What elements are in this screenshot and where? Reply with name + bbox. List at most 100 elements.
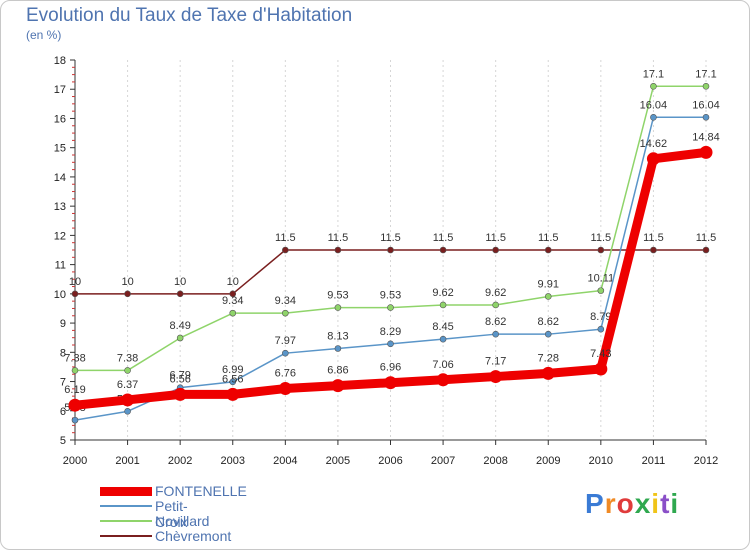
- data-label: 11.5: [696, 232, 717, 244]
- x-tick-label: 2011: [642, 455, 666, 467]
- x-tick-label: 2001: [115, 455, 139, 467]
- data-label: 10: [121, 276, 133, 288]
- data-label: 11.5: [591, 232, 612, 244]
- data-point: [439, 301, 447, 309]
- y-tick-label: 16: [54, 113, 66, 125]
- data-point: [226, 387, 240, 401]
- data-label: 7.28: [538, 352, 559, 364]
- y-tick-label: 13: [54, 201, 66, 213]
- y-tick-label: 10: [54, 289, 66, 301]
- brand-letter: x: [634, 488, 652, 519]
- data-label: 8.49: [169, 320, 190, 332]
- legend-swatch: [100, 520, 152, 522]
- y-tick-label: 14: [54, 172, 66, 184]
- data-point: [387, 304, 394, 311]
- data-point: [124, 367, 131, 374]
- data-point: [331, 379, 345, 393]
- data-label: 11.5: [485, 232, 506, 244]
- data-point: [702, 83, 710, 90]
- y-tick-label: 9: [60, 318, 66, 330]
- brand-letter: i: [670, 488, 680, 519]
- y-tick-label: 15: [54, 143, 66, 155]
- data-label: 8.29: [380, 326, 401, 338]
- data-point: [71, 290, 79, 298]
- data-label: 6.76: [275, 368, 296, 380]
- brand-letter: t: [660, 488, 671, 519]
- data-point: [387, 340, 394, 348]
- legend-label: Chèvremont: [155, 528, 232, 544]
- x-tick-label: 2009: [536, 455, 560, 467]
- data-point: [492, 330, 499, 338]
- data-point: [282, 349, 289, 357]
- data-label: 11.5: [380, 232, 401, 244]
- data-label: 14.84: [692, 131, 720, 143]
- chart-title: Evolution du Taux de Taxe d'Habitation: [26, 5, 353, 26]
- data-point: [436, 373, 450, 387]
- x-tick-label: 2000: [63, 455, 87, 467]
- data-label: 6.37: [117, 379, 138, 391]
- data-point: [544, 246, 552, 254]
- brand-letter: i: [651, 488, 661, 519]
- data-point: [699, 145, 713, 159]
- data-label: 7.17: [485, 356, 506, 368]
- y-tick-label: 17: [54, 84, 66, 96]
- data-label: 9.53: [327, 290, 348, 302]
- x-tick-label: 2007: [431, 455, 455, 467]
- x-tick-label: 2003: [221, 455, 245, 467]
- data-label: 7.43: [590, 348, 611, 360]
- data-point: [489, 370, 503, 384]
- data-label: 10: [174, 276, 186, 288]
- data-label: 11.5: [328, 232, 349, 244]
- data-label: 6.96: [380, 362, 401, 374]
- y-tick-label: 5: [60, 435, 66, 447]
- data-label: 9.53: [380, 290, 401, 302]
- legend-swatch: [100, 535, 152, 537]
- data-point: [334, 345, 342, 352]
- data-label: 17.1: [695, 68, 716, 80]
- brand-letter: P: [585, 488, 605, 519]
- data-point: [492, 301, 499, 309]
- data-point: [176, 334, 184, 342]
- data-label: 6.86: [327, 365, 348, 377]
- data-label: 11.5: [433, 232, 454, 244]
- data-point: [282, 246, 289, 254]
- data-point: [439, 335, 447, 343]
- data-point: [387, 246, 394, 254]
- y-tick-label: 6: [60, 406, 66, 418]
- data-label: 8.79: [590, 311, 611, 323]
- y-tick-label: 7: [60, 377, 66, 389]
- data-label: 6.19: [64, 384, 85, 396]
- brand-logo: Proxiti: [585, 488, 679, 520]
- y-tick-label: 12: [54, 230, 66, 242]
- data-point: [229, 378, 237, 386]
- data-point: [176, 290, 184, 298]
- x-tick-label: 2006: [378, 455, 402, 467]
- data-label: 6.79: [169, 370, 190, 382]
- data-label: 8.13: [327, 331, 348, 343]
- x-tick-label: 2010: [589, 455, 613, 467]
- data-label: 11.5: [643, 232, 664, 244]
- data-label: 6.56: [169, 373, 190, 385]
- y-tick-label: 11: [55, 260, 66, 272]
- x-tick-label: 2002: [168, 455, 192, 467]
- data-point: [384, 376, 397, 390]
- data-label: 6.99: [222, 364, 243, 376]
- data-point: [544, 330, 552, 338]
- data-label: 8.62: [485, 316, 506, 328]
- data-point: [124, 408, 131, 415]
- data-point: [229, 309, 237, 317]
- data-point: [334, 246, 342, 254]
- data-point: [492, 246, 499, 254]
- data-label: 9.34: [222, 295, 243, 307]
- data-label: 7.38: [64, 352, 85, 364]
- data-point: [541, 366, 555, 380]
- data-label: 9.62: [485, 287, 506, 299]
- data-label: 16.04: [692, 99, 720, 111]
- legend-swatch: [100, 486, 152, 496]
- data-point: [282, 309, 289, 317]
- data-label: 17.1: [643, 68, 664, 80]
- data-label: 11.5: [275, 232, 296, 244]
- data-point: [597, 287, 605, 294]
- data-point: [278, 382, 292, 396]
